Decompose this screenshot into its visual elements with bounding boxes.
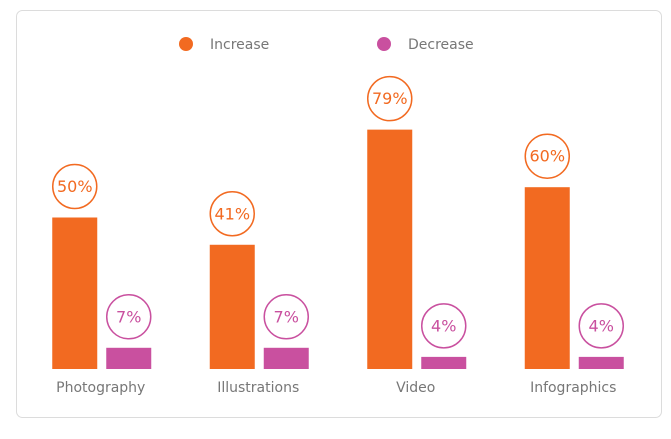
legend-label: Increase [210, 37, 269, 53]
x-tick-label: Illustrations [217, 380, 299, 396]
value-badge [421, 303, 467, 349]
legend-marker [377, 37, 391, 51]
value-label: 79% [372, 89, 408, 108]
value-badge [52, 163, 98, 210]
card [16, 10, 662, 418]
legend-marker [179, 37, 193, 51]
bar [524, 187, 570, 369]
x-tick-label: Video [396, 380, 435, 396]
value-label: 60% [529, 147, 565, 166]
bar [209, 244, 255, 369]
x-tick-label: Photography [56, 380, 145, 396]
value-badge [367, 75, 413, 122]
bar [367, 129, 413, 369]
value-label: 7% [116, 307, 141, 326]
value-badge [106, 294, 152, 340]
value-label: 50% [57, 177, 93, 196]
bar [106, 347, 152, 369]
value-label: 41% [214, 204, 250, 223]
value-badge [209, 191, 255, 237]
value-badge [578, 303, 624, 349]
legend-label: Decrease [408, 37, 474, 53]
value-badge [263, 294, 309, 340]
value-label: 4% [431, 316, 456, 335]
value-badge [524, 133, 570, 179]
bar [421, 356, 467, 369]
bar [263, 347, 309, 369]
bar [578, 356, 624, 369]
value-label: 4% [589, 316, 614, 335]
value-label: 7% [274, 307, 299, 326]
bar [52, 217, 98, 369]
x-tick-label: Infographics [530, 380, 616, 396]
